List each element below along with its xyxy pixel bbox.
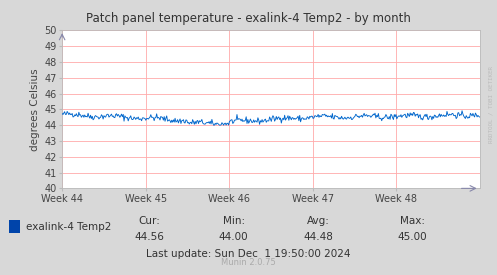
Text: Min:: Min: (223, 216, 245, 226)
Text: Max:: Max: (400, 216, 425, 226)
Text: 44.00: 44.00 (219, 232, 248, 242)
Text: 45.00: 45.00 (398, 232, 427, 242)
Text: Cur:: Cur: (138, 216, 160, 226)
Text: 44.56: 44.56 (134, 232, 164, 242)
Text: Last update: Sun Dec  1 19:50:00 2024: Last update: Sun Dec 1 19:50:00 2024 (146, 249, 351, 259)
Text: 44.48: 44.48 (303, 232, 333, 242)
Text: exalink-4 Temp2: exalink-4 Temp2 (26, 222, 111, 232)
Y-axis label: degrees Celsius: degrees Celsius (30, 68, 40, 151)
Text: Patch panel temperature - exalink-4 Temp2 - by month: Patch panel temperature - exalink-4 Temp… (86, 12, 411, 25)
Text: Munin 2.0.75: Munin 2.0.75 (221, 258, 276, 267)
Text: RRDTOOL / TOBI OETIKER: RRDTOOL / TOBI OETIKER (489, 66, 494, 143)
Text: Avg:: Avg: (307, 216, 330, 226)
